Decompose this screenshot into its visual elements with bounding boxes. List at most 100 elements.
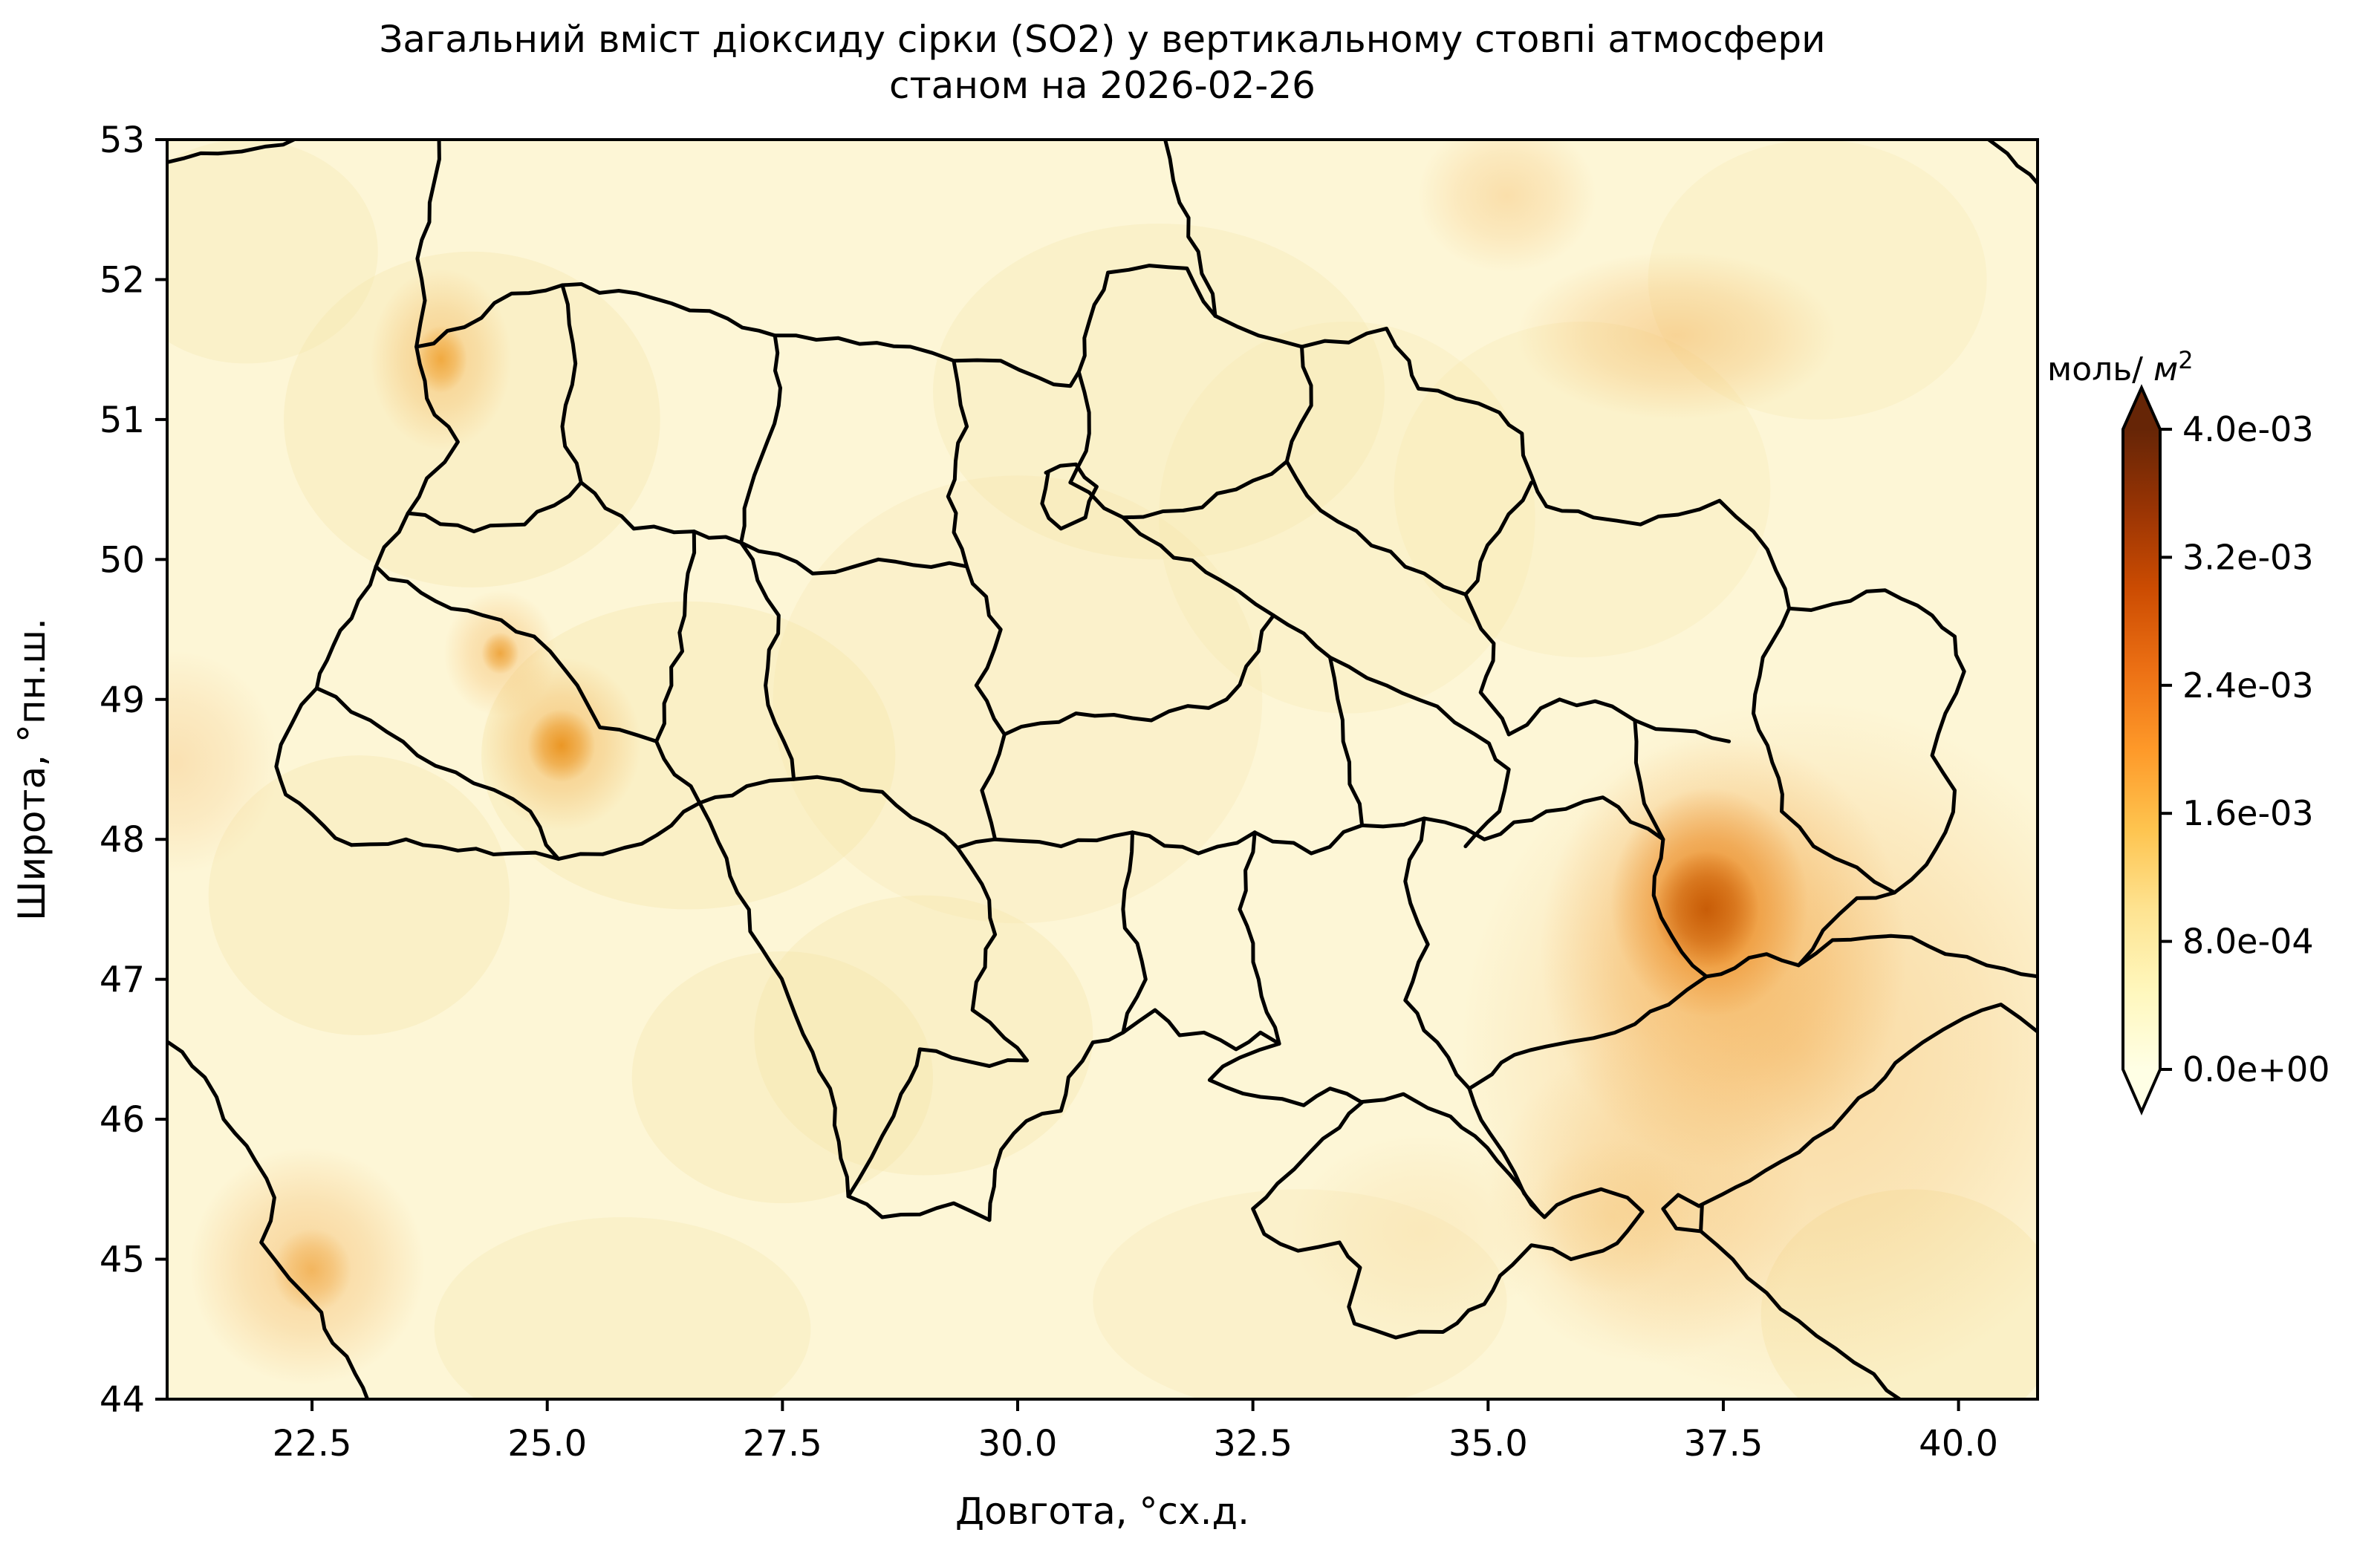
y-tick-label: 52 (100, 259, 145, 301)
x-tick-label: 30.0 (978, 1423, 1058, 1465)
boundary-crimea-coast (1251, 1092, 1645, 1340)
y-tick-label: 51 (100, 400, 145, 441)
colorbar-tick-label: 1.6e-03 (2182, 793, 2314, 833)
boundary-oblast-cherkasy-kirovohrad (1002, 613, 1275, 737)
boundary-poland-belarus-bug (414, 140, 441, 349)
boundary-ukraine-moldova (698, 775, 1030, 1199)
x-axis-ticks: 22.5 25.0 27.5 30.0 32.5 35.0 37.5 40.0 (273, 1399, 1998, 1465)
boundary-ukraine-russia (1213, 313, 1966, 968)
hotspot-nw-border-core (414, 325, 468, 394)
y-tick-label: 44 (100, 1379, 145, 1421)
x-axis-label: Довгота, °сх.д. (955, 1490, 1249, 1533)
boundary-oblast-kirovohrad-dnipro (1328, 655, 1365, 827)
boundary-oblast-kharkiv-south (1506, 697, 1732, 743)
colorbar-unit-label: моль/ м2 (2047, 346, 2194, 388)
plot-title-line1: Загальний вміст діоксиду сірки (SO2) у в… (379, 18, 1825, 61)
plot-title-line2: станом на 2026-02-26 (889, 64, 1316, 107)
hotspot-crimea-south-tint (1290, 1133, 1554, 1329)
boundary-oblast-north-horizontal (406, 480, 744, 545)
heatmap-hotspots (167, 140, 2038, 1399)
mottle-patch (1158, 321, 1535, 714)
boundary-oblast-dnipro-zaporizhzhia (1360, 795, 1665, 841)
boundary-oblast-kyiv-chernihiv (1068, 370, 1091, 485)
boundary-oblast-khmelnytskyi-vinnytsia (739, 541, 796, 781)
y-tick-label: 48 (100, 819, 145, 861)
boundary-caucasus-coast (1699, 1229, 1903, 1399)
colorbar-tick-label: 0.0e+00 (2182, 1049, 2330, 1089)
colorbar-tick-label: 3.2e-03 (2182, 537, 2314, 577)
boundary-oblast-donetsk-west (1633, 718, 1708, 979)
hotspot-west-2-core (481, 632, 519, 674)
boundary-oblast-ternopil-khmelnytskyi (654, 530, 697, 743)
mottle-patch (773, 475, 1263, 924)
plot-frame (166, 138, 2039, 1401)
boundary-ukraine-slovakia-hungary (274, 686, 354, 847)
mottle-patch (434, 1217, 811, 1399)
x-tick-label: 27.5 (743, 1423, 822, 1465)
boundary-oblast-carpathian-ridge (314, 686, 561, 861)
x-tick-label: 22.5 (273, 1423, 352, 1465)
admin-boundaries (167, 140, 2038, 1399)
x-tick-label: 40.0 (1919, 1423, 1998, 1465)
boundary-oblast-chernivtsi (532, 634, 702, 805)
y-tick-label: 47 (100, 960, 145, 1001)
boundary-oblast-mykolaiv-kherson (1238, 830, 1281, 1046)
x-tick-label: 37.5 (1684, 1423, 1763, 1465)
boundary-kyiv-city (1040, 462, 1099, 531)
colorbar: 0.0e+00 8.0e-04 1.6e-03 2.4e-03 3.2e-03 4.0e-… (2047, 346, 2330, 1115)
mottle-patch (631, 951, 934, 1204)
mottle-patch (208, 755, 510, 1036)
boundary-ukraine-poland (314, 345, 460, 691)
boundary-hungary-romania-serbia (167, 1040, 370, 1399)
colorbar-extend-max-arrow (2123, 388, 2160, 429)
boundary-russia-azov-east-coast (1697, 1003, 2038, 1208)
boundary-russia-northeast-corner (1986, 140, 2038, 186)
map-area (167, 140, 2038, 1399)
boundary-oblast-odesa-mykolaiv (1121, 830, 1148, 1035)
hotspot-ru-northeast (1516, 251, 1836, 420)
boundary-black-sea-coast (987, 1008, 1365, 1222)
boundary-ukraine-belarus (414, 264, 1217, 388)
boundary-azov-north-coast (1467, 952, 1801, 1091)
hotspot-left-edge (167, 650, 279, 875)
boundary-oblast-kirovohrad-south (993, 823, 1365, 856)
boundary-oblast-lviv-ivanofrankivsk (374, 564, 536, 639)
y-tick-label: 45 (100, 1239, 145, 1281)
colorbar-tick-label: 8.0e-04 (2182, 922, 2314, 962)
x-tick-label: 32.5 (1213, 1423, 1293, 1465)
boundary-poland-belarus-west (167, 140, 299, 164)
boundary-oblast-sumy-poltava-kharkiv (1319, 508, 1511, 737)
y-tick-label: 53 (100, 120, 145, 161)
y-axis-label: Широта, °пн.ш. (10, 618, 53, 921)
boundary-oblast-rivne-zhytomyr (739, 333, 782, 545)
hotspot-west-main-core (527, 708, 596, 782)
hotspot-plume-core (1654, 850, 1760, 968)
colorbar-bar (2123, 429, 2160, 1069)
boundary-oblast-vinnytsia-east (955, 564, 1007, 850)
boundary-moldova-romania-prut (698, 801, 851, 1199)
boundary-russia-taganrog-coast (1796, 934, 2038, 979)
boundary-oblast-volyn-rivne (560, 283, 583, 485)
colorbar-ticks: 0.0e+00 8.0e-04 1.6e-03 2.4e-03 3.2e-03 4.0e-… (2160, 409, 2330, 1089)
y-tick-label: 46 (100, 1099, 145, 1141)
boundary-oblast-kherson-zaporizhzhia (1403, 816, 1472, 1091)
y-tick-label: 50 (100, 539, 145, 581)
x-tick-label: 35.0 (1449, 1423, 1528, 1465)
boundary-oblast-sumy-kharkiv (1463, 480, 1534, 596)
boundary-belarus-russia (1163, 140, 1217, 318)
colorbar-tick-label: 4.0e-03 (2182, 409, 2314, 449)
boundary-oblast-chernihiv-poltava (1121, 459, 1289, 520)
y-tick-label: 49 (100, 680, 145, 721)
boundary-oblast-zhytomyr-south (739, 541, 969, 576)
mottle-patch (754, 895, 1093, 1176)
hotspot-ru-north (1417, 140, 1596, 273)
boundary-ukraine-romania-west (349, 801, 702, 861)
y-axis-ticks: 44 45 46 47 48 49 50 51 52 53 (100, 120, 167, 1421)
boundary-oblast-luhansk-donetsk (1752, 606, 1896, 895)
boundary-oblast-zhytomyr-kyiv (946, 359, 969, 569)
colorbar-tick-label: 2.4e-03 (2182, 665, 2314, 706)
boundary-danube-romania (846, 1194, 992, 1222)
hotspot-southwest-core (272, 1228, 352, 1313)
